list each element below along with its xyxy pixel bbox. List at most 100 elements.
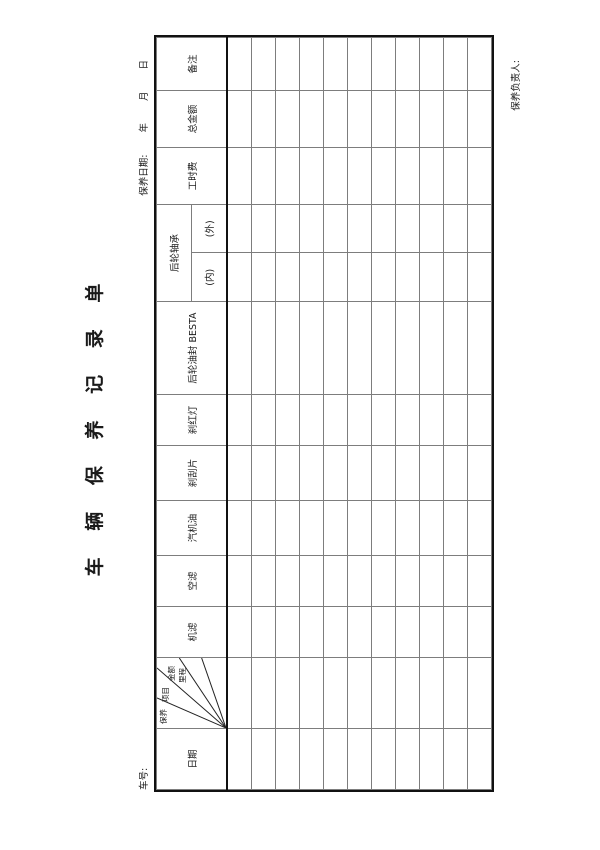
table-cell[interactable] [347, 394, 372, 446]
table-cell[interactable] [395, 90, 420, 148]
table-cell[interactable] [251, 394, 276, 446]
table-cell[interactable] [395, 147, 420, 205]
table-cell[interactable] [467, 90, 492, 148]
table-cell[interactable] [443, 301, 468, 395]
table-cell[interactable] [227, 555, 252, 607]
table-cell[interactable] [443, 147, 468, 205]
table-cell[interactable] [251, 728, 276, 790]
table-cell[interactable] [275, 606, 300, 658]
table-cell[interactable] [275, 204, 300, 253]
table-cell[interactable] [395, 606, 420, 658]
table-cell[interactable] [395, 301, 420, 395]
table-cell[interactable] [443, 394, 468, 446]
table-cell[interactable] [419, 253, 444, 302]
table-cell[interactable] [443, 555, 468, 607]
table-cell[interactable] [467, 728, 492, 790]
table-cell[interactable] [323, 253, 348, 302]
table-cell[interactable] [323, 301, 348, 395]
table-cell[interactable] [395, 657, 420, 729]
table-cell[interactable] [443, 90, 468, 148]
table-cell[interactable] [443, 728, 468, 790]
table-cell[interactable] [251, 90, 276, 148]
table-cell[interactable] [323, 37, 348, 91]
table-cell[interactable] [347, 728, 372, 790]
table-cell[interactable] [443, 253, 468, 302]
table-cell[interactable] [371, 394, 396, 446]
table-cell[interactable] [323, 204, 348, 253]
table-cell[interactable] [371, 500, 396, 556]
table-cell[interactable] [323, 90, 348, 148]
table-cell[interactable] [227, 500, 252, 556]
table-cell[interactable] [347, 253, 372, 302]
table-cell[interactable] [251, 301, 276, 395]
table-cell[interactable] [395, 394, 420, 446]
table-cell[interactable] [467, 555, 492, 607]
table-cell[interactable] [371, 555, 396, 607]
table-cell[interactable] [347, 301, 372, 395]
table-cell[interactable] [443, 445, 468, 501]
table-cell[interactable] [227, 394, 252, 446]
table-cell[interactable] [371, 37, 396, 91]
table-cell[interactable] [347, 657, 372, 729]
table-cell[interactable] [467, 445, 492, 501]
table-cell[interactable] [323, 555, 348, 607]
table-cell[interactable] [419, 147, 444, 205]
table-cell[interactable] [395, 728, 420, 790]
table-cell[interactable] [275, 37, 300, 91]
table-cell[interactable] [275, 657, 300, 729]
table-cell[interactable] [419, 657, 444, 729]
table-cell[interactable] [347, 555, 372, 607]
table-cell[interactable] [251, 445, 276, 501]
table-cell[interactable] [467, 394, 492, 446]
table-cell[interactable] [419, 555, 444, 607]
table-cell[interactable] [227, 657, 252, 729]
table-cell[interactable] [419, 90, 444, 148]
table-cell[interactable] [443, 606, 468, 658]
table-cell[interactable] [371, 657, 396, 729]
table-cell[interactable] [227, 728, 252, 790]
table-cell[interactable] [395, 204, 420, 253]
table-cell[interactable] [467, 204, 492, 253]
table-cell[interactable] [275, 500, 300, 556]
table-cell[interactable] [251, 555, 276, 607]
table-cell[interactable] [227, 445, 252, 501]
table-cell[interactable] [419, 500, 444, 556]
table-cell[interactable] [467, 253, 492, 302]
table-cell[interactable] [323, 445, 348, 501]
table-cell[interactable] [395, 500, 420, 556]
table-cell[interactable] [371, 728, 396, 790]
table-cell[interactable] [323, 657, 348, 729]
table-cell[interactable] [371, 606, 396, 658]
table-cell[interactable] [275, 253, 300, 302]
table-cell[interactable] [371, 253, 396, 302]
table-cell[interactable] [395, 37, 420, 91]
table-cell[interactable] [443, 500, 468, 556]
table-cell[interactable] [299, 90, 324, 148]
table-cell[interactable] [323, 728, 348, 790]
table-cell[interactable] [227, 301, 252, 395]
table-cell[interactable] [251, 147, 276, 205]
table-cell[interactable] [371, 445, 396, 501]
table-cell[interactable] [395, 445, 420, 501]
table-cell[interactable] [227, 37, 252, 91]
table-cell[interactable] [347, 500, 372, 556]
table-cell[interactable] [227, 253, 252, 302]
table-cell[interactable] [299, 204, 324, 253]
table-cell[interactable] [323, 606, 348, 658]
table-cell[interactable] [251, 37, 276, 91]
table-cell[interactable] [467, 657, 492, 729]
table-cell[interactable] [467, 147, 492, 205]
table-cell[interactable] [299, 301, 324, 395]
table-cell[interactable] [299, 445, 324, 501]
table-cell[interactable] [275, 147, 300, 205]
table-cell[interactable] [323, 500, 348, 556]
table-cell[interactable] [299, 555, 324, 607]
table-cell[interactable] [395, 253, 420, 302]
table-cell[interactable] [299, 728, 324, 790]
table-cell[interactable] [275, 445, 300, 501]
table-cell[interactable] [371, 147, 396, 205]
table-cell[interactable] [275, 394, 300, 446]
table-cell[interactable] [323, 394, 348, 446]
table-cell[interactable] [347, 606, 372, 658]
table-cell[interactable] [251, 657, 276, 729]
